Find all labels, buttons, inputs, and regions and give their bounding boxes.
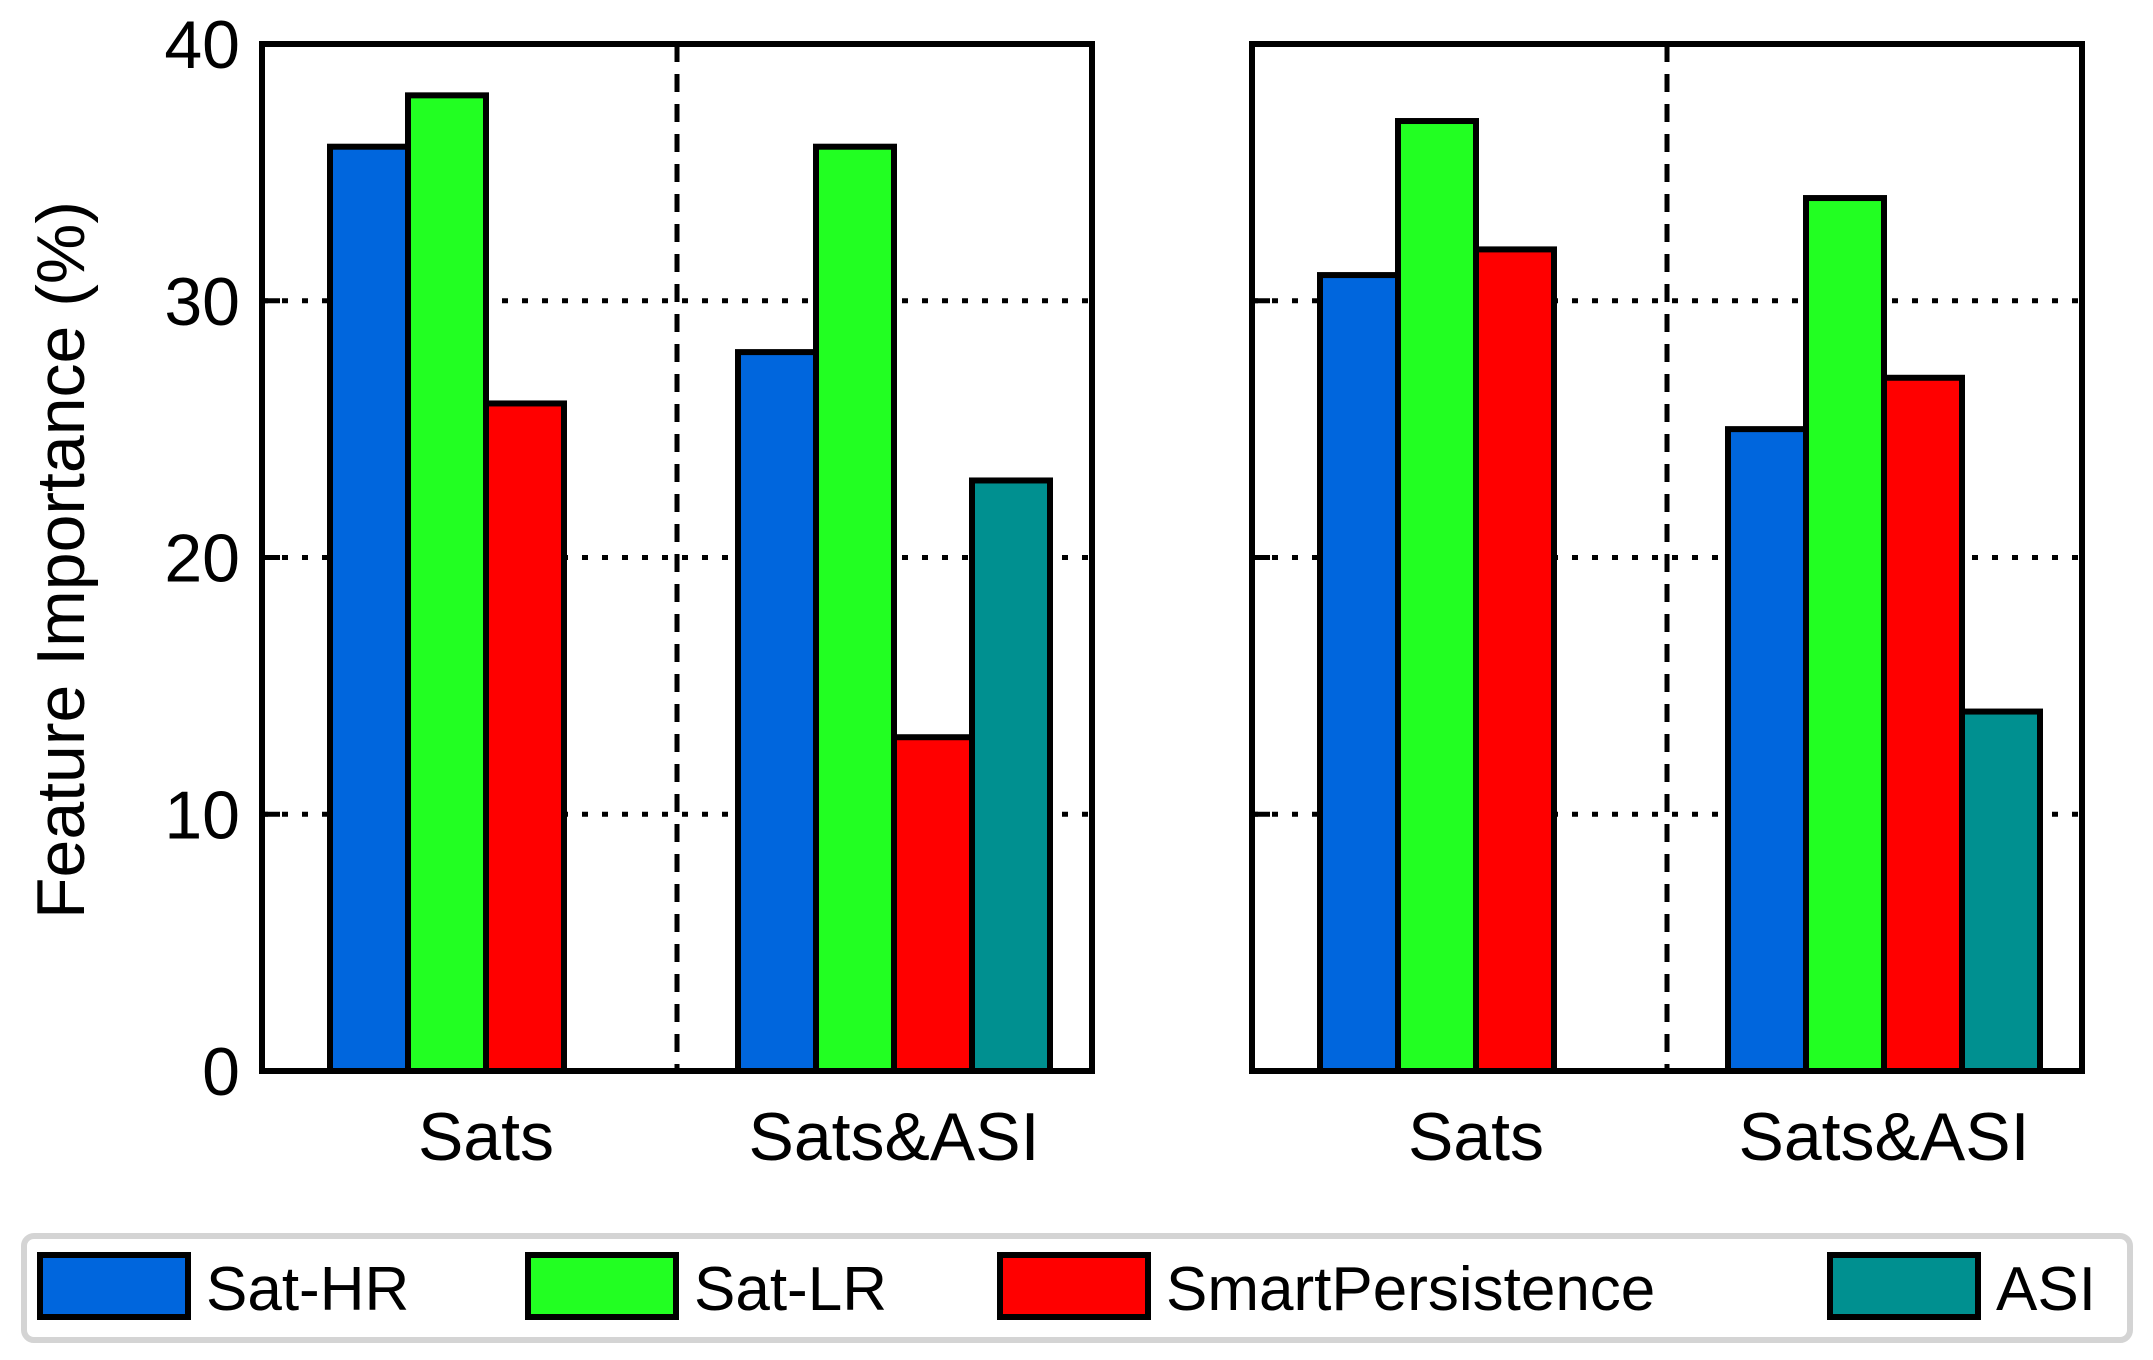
bar-sat-lr-sats — [1395, 118, 1479, 1074]
category-label-sats: Sats — [418, 1099, 554, 1175]
y-tick-label-10: 10 — [164, 777, 240, 853]
legend-label-smartpersistence: SmartPersistence — [1166, 1255, 1655, 1324]
bar-asi-sats-and-asi — [1959, 708, 2043, 1074]
panel-right: Sats Sats&ASI — [1249, 41, 2085, 1175]
bar-sat-lr-sats — [405, 92, 489, 1075]
y-tick-label-30: 30 — [164, 264, 240, 340]
legend-swatch-sat-lr — [525, 1252, 679, 1320]
legend: Sat-HR Sat-LR SmartPersistence ASI — [21, 1233, 2133, 1343]
bar-smartpersistence-sats-and-asi — [1881, 374, 1965, 1074]
legend-label-sat-hr: Sat-HR — [206, 1255, 409, 1324]
legend-swatch-asi — [1827, 1252, 1981, 1320]
bar-sat-lr-sats-and-asi — [1803, 195, 1887, 1075]
bar-sat-lr-sats-and-asi — [813, 143, 897, 1074]
category-label-sats-and-asi: Sats&ASI — [1738, 1099, 2029, 1175]
bar-sat-hr-sats-and-asi — [1725, 426, 1809, 1074]
bar-smartpersistence-sats-and-asi — [891, 734, 975, 1074]
legend-swatch-smartpersistence — [997, 1252, 1151, 1320]
bar-sat-hr-sats — [327, 143, 411, 1074]
bar-smartpersistence-sats — [1473, 246, 1557, 1074]
y-axis-title: Feature Importance (%) — [23, 201, 99, 919]
bar-sat-hr-sats — [1317, 272, 1401, 1074]
panel-left: Sats Sats&ASI 0 10 20 30 40 — [164, 7, 1095, 1175]
category-label-sats: Sats — [1408, 1099, 1544, 1175]
panel-frame — [259, 41, 1095, 1074]
bar-asi-sats-and-asi — [969, 477, 1053, 1075]
y-tick-label-40: 40 — [164, 7, 240, 83]
legend-label-asi: ASI — [1996, 1255, 2096, 1324]
panel-frame — [1249, 41, 2085, 1074]
bar-smartpersistence-sats — [483, 400, 567, 1074]
y-tick-label-0: 0 — [202, 1034, 240, 1110]
legend-label-sat-lr: Sat-LR — [694, 1255, 887, 1324]
category-label-sats-and-asi: Sats&ASI — [748, 1099, 1039, 1175]
y-tick-label-20: 20 — [164, 521, 240, 597]
legend-swatch-sat-hr — [37, 1252, 191, 1320]
bar-sat-hr-sats-and-asi — [735, 349, 819, 1075]
